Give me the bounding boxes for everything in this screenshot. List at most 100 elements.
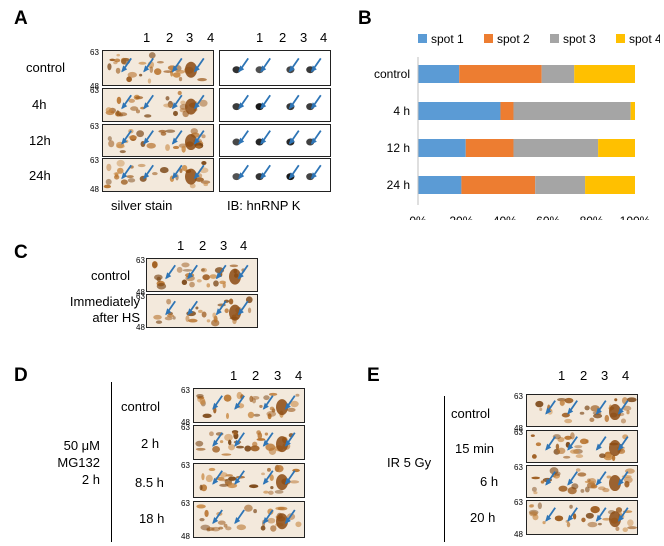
gel-spot [627, 519, 634, 527]
row-label: control [121, 399, 161, 414]
gel-spot [165, 129, 176, 133]
row-label: Immediately [69, 294, 140, 309]
spot-arrow-head [260, 65, 267, 73]
gel-spot [236, 524, 247, 531]
treatment-label: MG132 [57, 455, 100, 470]
gel-spot [584, 405, 590, 411]
mw-marker: 48 [514, 424, 523, 433]
gel-spot [199, 484, 203, 491]
gel-spot [580, 489, 585, 493]
gel-spot [267, 517, 276, 524]
row-label: 20 h [470, 510, 496, 525]
gel-spot [165, 144, 170, 151]
gel-image [103, 125, 213, 156]
gel-spot [185, 98, 197, 115]
gel-spot [579, 411, 585, 415]
gel-spot [219, 483, 229, 487]
gel-spot [558, 485, 568, 492]
gel-spot [584, 486, 590, 493]
mw-marker: 63 [181, 386, 190, 395]
gel-spot [590, 484, 598, 489]
gel-image [527, 466, 637, 497]
gel-spot [135, 109, 141, 114]
gel-spot [599, 453, 606, 459]
legend-swatch [550, 34, 559, 43]
spot-arrow-head [310, 172, 317, 180]
gel-spot [575, 468, 581, 472]
x-tick-label: 0% [409, 214, 427, 220]
gel-spot [274, 464, 284, 473]
immunoblot-gel [219, 50, 331, 86]
gel-spot [116, 109, 120, 116]
gel-spot [253, 508, 257, 514]
gel-spot [598, 486, 606, 491]
gel-spot [244, 504, 253, 512]
spot-arrow-head [595, 407, 602, 415]
spot-number: 4 [240, 238, 248, 253]
gel-spot [146, 142, 156, 149]
spot-arrow-head [617, 478, 624, 486]
spot-number: 1 [558, 368, 566, 383]
spot-arrow-head [284, 477, 291, 485]
gel-spot [566, 521, 571, 528]
spot-arrow-head [288, 102, 295, 110]
gel-spot [120, 179, 128, 185]
gel-spot [276, 513, 288, 530]
bar-segment [418, 102, 501, 120]
gel-spot [147, 78, 152, 84]
treatment-label: 50 μM [63, 438, 100, 453]
gel-spot [126, 76, 132, 83]
category-label: 4 h [393, 104, 410, 118]
bar-segment [418, 65, 460, 83]
gel-spot [571, 483, 579, 490]
row-label: control [451, 406, 491, 421]
spot-arrow-head [121, 65, 128, 73]
gel-spot [535, 400, 544, 408]
spot-arrow-head [193, 65, 200, 73]
row-label: 4h [32, 97, 47, 112]
gel-spot [251, 395, 260, 400]
gel-spot [165, 96, 170, 101]
gel-spot [201, 268, 205, 272]
mw-marker: 63 [90, 86, 99, 95]
spot-number: 2 [279, 30, 287, 45]
gel-spot [555, 443, 560, 450]
gel-spot [196, 279, 202, 283]
spot-arrow-head [193, 172, 200, 180]
gel-spot [584, 480, 595, 484]
spot-arrow-head [567, 478, 574, 486]
gel-spot [166, 298, 172, 305]
gel-spot [155, 320, 163, 324]
spot-arrow-head [262, 517, 269, 524]
gel-spot [261, 472, 265, 476]
gel-spot [277, 506, 288, 511]
legend-label: spot 4 [629, 32, 660, 46]
gel-spot [224, 308, 229, 314]
spot-arrow-head [171, 137, 178, 145]
gel-spot [212, 445, 221, 453]
gel-spot [219, 440, 224, 444]
gel-spot [247, 307, 252, 314]
bar-segment [465, 139, 514, 157]
gel-image [220, 89, 330, 121]
silver-stain-gel [526, 430, 638, 463]
spot-arrow-head [238, 102, 245, 110]
gel-image [147, 295, 257, 327]
gel-image [194, 389, 304, 422]
bar-segment [459, 65, 542, 83]
row-label: 8.5 h [135, 475, 164, 490]
gel-spot [107, 136, 112, 142]
bar-segment [418, 139, 466, 157]
x-tick-label: 40% [493, 214, 517, 220]
gel-spot [181, 279, 188, 286]
gel-spot [154, 68, 162, 76]
gel-spot [115, 67, 121, 74]
gel-spot [178, 143, 188, 148]
x-tick-label: 80% [580, 214, 604, 220]
gel-spot [624, 480, 630, 488]
gel-spot [563, 455, 571, 459]
silver-stain-gel [526, 394, 638, 427]
gel-spot [108, 140, 115, 148]
gel-spot [105, 107, 112, 113]
gel-spot [182, 268, 193, 272]
